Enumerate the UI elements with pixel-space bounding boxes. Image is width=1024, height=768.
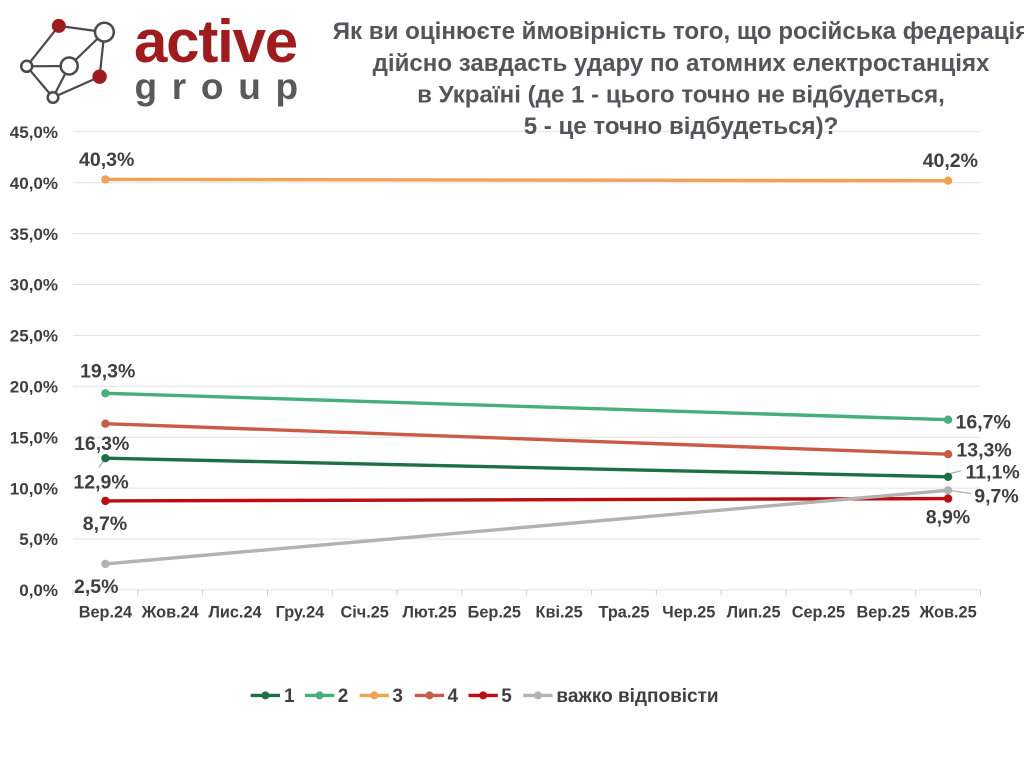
svg-text:Вер.24: Вер.24 — [79, 604, 132, 622]
svg-text:2: 2 — [338, 686, 349, 707]
svg-text:45,0%: 45,0% — [10, 123, 58, 142]
svg-text:Жов.24: Жов.24 — [141, 604, 199, 622]
svg-text:1: 1 — [284, 686, 295, 707]
svg-text:16,7%: 16,7% — [956, 412, 1011, 434]
svg-text:Кві.25: Кві.25 — [536, 604, 583, 622]
svg-text:16,3%: 16,3% — [74, 433, 129, 455]
svg-text:25,0%: 25,0% — [10, 327, 58, 346]
svg-text:Сер.25: Сер.25 — [792, 604, 845, 622]
svg-text:40,3%: 40,3% — [79, 149, 134, 171]
svg-text:8,9%: 8,9% — [926, 507, 970, 529]
svg-text:35,0%: 35,0% — [10, 225, 58, 244]
svg-text:Тра.25: Тра.25 — [599, 604, 650, 622]
svg-text:5: 5 — [501, 686, 512, 707]
svg-text:active: active — [134, 8, 297, 75]
svg-text:30,0%: 30,0% — [10, 276, 58, 295]
svg-text:2,5%: 2,5% — [74, 576, 118, 598]
svg-text:10,0%: 10,0% — [10, 479, 58, 498]
svg-text:Чер.25: Чер.25 — [662, 604, 715, 622]
svg-text:9,7%: 9,7% — [974, 486, 1018, 508]
svg-text:дійсно завдасть удару по атомн: дійсно завдасть удару по атомних електро… — [373, 50, 990, 77]
svg-text:5 - це точно відбудеться)?: 5 - це точно відбудеться)? — [524, 113, 839, 140]
svg-text:Лис.24: Лис.24 — [208, 604, 261, 622]
svg-text:5,0%: 5,0% — [19, 530, 58, 549]
svg-text:4: 4 — [448, 686, 459, 707]
svg-text:40,2%: 40,2% — [923, 150, 978, 172]
svg-text:8,7%: 8,7% — [83, 513, 127, 535]
svg-text:40,0%: 40,0% — [10, 174, 58, 193]
svg-text:Січ.25: Січ.25 — [341, 604, 389, 622]
svg-text:15,0%: 15,0% — [10, 428, 58, 447]
svg-text:0,0%: 0,0% — [19, 581, 58, 600]
svg-text:group: group — [135, 66, 313, 107]
svg-text:Вер.25: Вер.25 — [856, 604, 909, 622]
svg-text:Жов.25: Жов.25 — [919, 604, 977, 622]
svg-text:11,1%: 11,1% — [966, 462, 1020, 484]
svg-text:в Україні (де 1 - цього точно: в Україні (де 1 - цього точно не відбуде… — [417, 82, 945, 109]
svg-text:Бер.25: Бер.25 — [468, 604, 521, 622]
svg-text:19,3%: 19,3% — [80, 361, 135, 383]
svg-text:12,9%: 12,9% — [73, 472, 128, 494]
svg-text:важко відповісти: важко відповісти — [556, 686, 718, 707]
svg-text:20,0%: 20,0% — [10, 378, 58, 397]
svg-text:Лип.25: Лип.25 — [727, 604, 781, 622]
svg-text:3: 3 — [392, 686, 403, 707]
svg-text:13,3%: 13,3% — [956, 440, 1011, 462]
svg-text:Лют.25: Лют.25 — [402, 604, 456, 622]
svg-text:Гру.24: Гру.24 — [276, 604, 325, 622]
svg-text:Як ви оцінюєте ймовірність тог: Як ви оцінюєте ймовірність того, що росі… — [333, 18, 1024, 45]
